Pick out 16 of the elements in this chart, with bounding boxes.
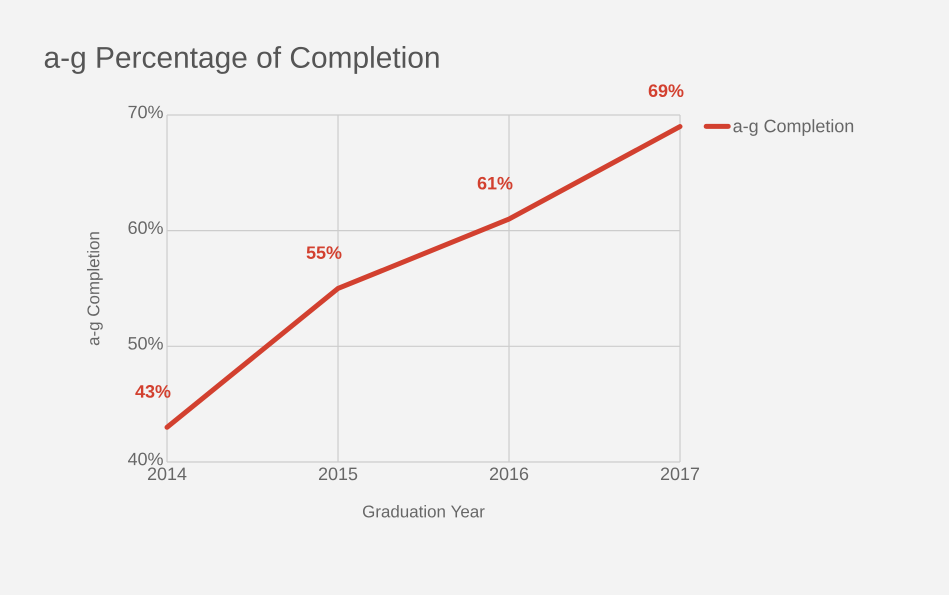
y-tick-label: 70% — [128, 106, 163, 118]
data-label: 69% — [648, 84, 684, 98]
data-label: 43% — [135, 385, 170, 398]
x-tick-label: 2017 — [660, 467, 700, 480]
x-tick-label: 2014 — [148, 467, 186, 480]
y-tick-label: 50% — [128, 336, 163, 350]
x-tick-label: 2015 — [318, 467, 358, 480]
x-tick-label: 2016 — [490, 467, 528, 480]
y-tick-label: 40% — [128, 452, 163, 466]
data-label: 55% — [306, 246, 342, 259]
x-axis-title: Graduation Year — [363, 505, 485, 518]
y-axis-title: a-g Completion — [86, 232, 103, 346]
data-label: 61% — [478, 176, 512, 190]
y-tick-label: 60% — [128, 221, 163, 234]
chart-title: a-g Percentage of Completion — [44, 46, 439, 74]
legend-label: a-g Completion — [733, 119, 854, 136]
